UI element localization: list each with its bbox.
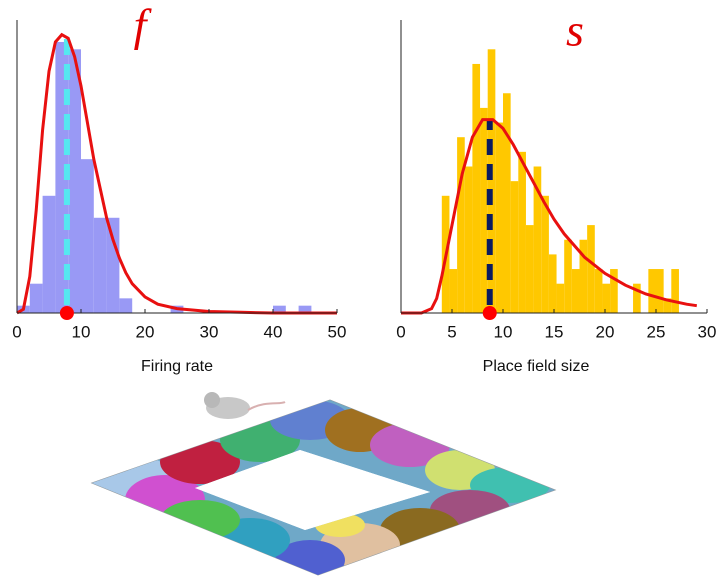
bar <box>487 49 496 314</box>
bar <box>648 269 656 313</box>
bar <box>633 283 641 313</box>
bar <box>533 166 542 313</box>
bar <box>68 49 81 314</box>
bar <box>525 225 534 313</box>
bar <box>464 166 473 313</box>
x-tick-label: 50 <box>328 322 347 341</box>
x-tick-label: 5 <box>447 322 456 341</box>
bar <box>298 305 312 313</box>
bar <box>503 93 511 313</box>
bar <box>663 298 672 313</box>
x-tick-label: 25 <box>647 322 666 341</box>
bar <box>518 151 526 313</box>
x-tick-label: 20 <box>136 322 155 341</box>
x-axis-label: Firing rate <box>141 358 213 375</box>
bar <box>457 137 465 313</box>
bar <box>93 217 107 313</box>
bar <box>541 195 549 313</box>
arena-illustration <box>90 392 557 576</box>
bar <box>579 239 588 313</box>
bar <box>564 239 572 313</box>
bar <box>42 195 56 313</box>
x-tick-label: 40 <box>264 322 283 341</box>
bar <box>602 283 611 313</box>
bar <box>671 269 679 313</box>
chart-title: f <box>134 0 153 51</box>
bar <box>556 283 565 313</box>
fit-curve <box>401 118 698 315</box>
chart-title: s <box>566 5 584 56</box>
bar <box>449 269 458 313</box>
bar <box>587 225 595 313</box>
bar <box>571 269 580 313</box>
marker-dot <box>482 306 497 320</box>
x-tick-label: 10 <box>72 322 91 341</box>
x-tick-label: 20 <box>596 322 615 341</box>
fit-curve <box>16 32 337 315</box>
x-tick-label: 15 <box>545 322 564 341</box>
bar <box>510 181 519 313</box>
x-axis-label: Place field size <box>483 358 590 375</box>
bar <box>119 298 133 313</box>
x-tick-label: 10 <box>494 322 513 341</box>
bar <box>472 63 481 314</box>
x-tick-label: 0 <box>12 322 21 341</box>
bar <box>495 122 503 313</box>
marker-dot <box>59 306 74 320</box>
bar <box>273 305 286 313</box>
bar <box>594 269 603 313</box>
x-tick-label: 30 <box>200 322 219 341</box>
bar <box>480 107 488 314</box>
bar <box>610 269 618 313</box>
bar <box>29 283 43 313</box>
x-tick-label: 0 <box>396 322 405 341</box>
bar <box>656 269 664 313</box>
x-tick-label: 30 <box>698 322 717 341</box>
bar <box>106 217 120 313</box>
bar <box>548 254 557 313</box>
bar <box>81 159 94 313</box>
